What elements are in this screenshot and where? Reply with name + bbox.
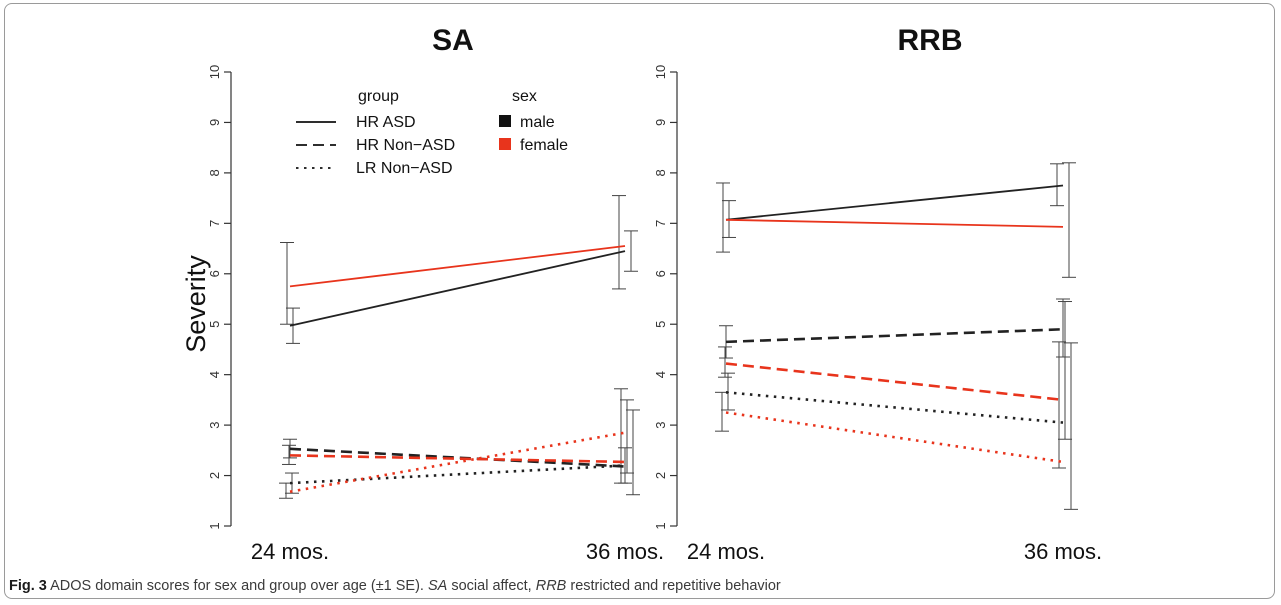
y-tick-label: 4: [207, 371, 222, 378]
y-tick-label: 3: [207, 421, 222, 428]
panel-sa: SA 1 2 3 4 5 6 7 8 9 10 Severity 24 mos. 36 mos. group…: [181, 24, 664, 564]
caption-abbr-sa: SA: [428, 578, 448, 594]
caption-abbr-rrb: RRB: [535, 578, 567, 594]
y-tick-label: 7: [653, 220, 668, 227]
series-line: [725, 184, 1064, 221]
series-line: [289, 454, 626, 464]
y-tick-label: 9: [207, 119, 222, 126]
x-tick-label: 36 mos.: [1024, 539, 1102, 564]
legend-color-swatch: [499, 115, 511, 127]
y-tick-label: 9: [653, 119, 668, 126]
series-line: [725, 362, 1064, 402]
series-line: [289, 250, 626, 327]
y-tick-label: 1: [653, 522, 668, 529]
series-line: [725, 391, 1064, 424]
legend-group-title: group: [358, 88, 399, 105]
legend: group sex HR ASD HR Non−ASD LR Non−ASD male fe…: [296, 88, 568, 177]
figure-caption: Fig. 3 ADOS domain scores for sex and gr…: [9, 578, 1269, 594]
series-line: [289, 447, 626, 468]
y-tick-label: 3: [653, 421, 668, 428]
series-line: [289, 464, 626, 485]
series-line: [289, 431, 626, 493]
caption-label: Fig. 3: [9, 578, 47, 594]
legend-group-label: HR ASD: [356, 114, 416, 131]
y-tick-label: 5: [207, 321, 222, 328]
caption-text-3: restricted and repetitive behavior: [566, 578, 781, 594]
series-line: [725, 218, 1064, 228]
figure-frame: [4, 3, 1275, 599]
y-axis-label: Severity: [181, 255, 211, 353]
legend-color-swatch: [499, 138, 511, 150]
x-tick-label: 36 mos.: [586, 539, 664, 564]
series-line: [725, 411, 1064, 464]
y-tick-label: 6: [653, 270, 668, 277]
legend-group-label: LR Non−ASD: [356, 160, 453, 177]
caption-text-2: social affect,: [447, 578, 536, 594]
y-tick-label: 10: [653, 65, 668, 79]
y-tick-label: 6: [207, 270, 222, 277]
legend-sex-label: male: [520, 114, 555, 131]
legend-sex-title: sex: [512, 88, 537, 105]
y-tick-label: 5: [653, 321, 668, 328]
y-tick-label: 4: [653, 371, 668, 378]
panel-title: SA: [432, 24, 474, 57]
y-tick-label: 2: [207, 472, 222, 479]
x-tick-label: 24 mos.: [251, 539, 329, 564]
panel-rrb: RRB 1 2 3 4 5 6 7 8 9 10 24 mos. 36 mos.: [653, 24, 1102, 564]
y-tick-label: 8: [653, 169, 668, 176]
y-tick-label: 10: [207, 65, 222, 79]
y-tick-label: 8: [207, 169, 222, 176]
caption-text-1: ADOS domain scores for sex and group ove…: [46, 578, 428, 594]
series-line: [289, 245, 626, 288]
y-tick-label: 7: [207, 220, 222, 227]
series-line: [725, 327, 1064, 344]
x-tick-label: 24 mos.: [687, 539, 765, 564]
panel-title: RRB: [898, 24, 963, 57]
y-tick-label: 1: [207, 522, 222, 529]
y-tick-label: 2: [653, 472, 668, 479]
legend-sex-label: female: [520, 137, 568, 154]
legend-group-label: HR Non−ASD: [356, 137, 455, 154]
